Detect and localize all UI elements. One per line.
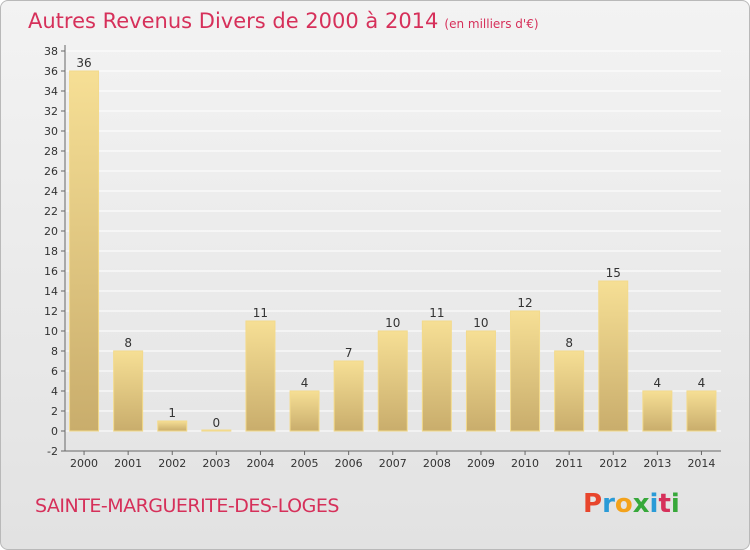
bar <box>289 390 320 432</box>
y-tick-label: 38 <box>44 45 58 58</box>
town-name: SAINTE-MARGUERITE-DES-LOGES <box>35 495 339 517</box>
y-tick-label: 4 <box>51 385 58 398</box>
logo-letter: i <box>649 489 659 519</box>
chart-title: Autres Revenus Divers de 2000 à 2014 (en … <box>28 9 539 33</box>
x-tick-label: 2005 <box>291 457 319 470</box>
bars <box>69 70 717 432</box>
x-tick-label: 2003 <box>202 457 230 470</box>
y-tick-label: 34 <box>44 85 58 98</box>
y-tick-label: 10 <box>44 325 58 338</box>
bar-value-label: 12 <box>517 296 532 310</box>
x-tick-label: 2010 <box>511 457 539 470</box>
bar <box>69 70 100 432</box>
y-tick-label: 6 <box>51 365 58 378</box>
bar <box>113 350 144 432</box>
bar-value-label: 1 <box>168 406 176 420</box>
y-tick-label: 12 <box>44 305 58 318</box>
y-tick-label: 14 <box>44 285 58 298</box>
x-tick-label: 2000 <box>70 457 98 470</box>
bar <box>421 320 452 432</box>
bar <box>554 350 585 432</box>
logo-letter: i <box>670 489 680 519</box>
bar <box>333 360 364 432</box>
bar-value-label: 0 <box>213 416 221 430</box>
y-tick-label: 8 <box>51 345 58 358</box>
bar-value-label: 4 <box>301 376 309 390</box>
x-tick-label: 2006 <box>335 457 363 470</box>
bar <box>245 320 276 432</box>
chart-unit: (en milliers d'€) <box>444 17 539 31</box>
bar <box>510 310 541 432</box>
bar <box>157 420 188 432</box>
x-tick-label: 2009 <box>467 457 495 470</box>
logo-letter: r <box>602 489 615 519</box>
bar-value-label: 10 <box>473 316 488 330</box>
bar-value-label: 11 <box>253 306 268 320</box>
bar <box>686 390 717 432</box>
bar-value-label: 11 <box>429 306 444 320</box>
y-tick-label: 0 <box>51 425 58 438</box>
bar-value-label: 10 <box>385 316 400 330</box>
bar-value-label: 15 <box>606 266 621 280</box>
bar <box>642 390 673 432</box>
logo-letter: x <box>632 489 650 519</box>
y-tick-label: 24 <box>44 185 58 198</box>
bar <box>201 429 232 432</box>
y-tick-label: 20 <box>44 225 58 238</box>
y-tick-label: 26 <box>44 165 58 178</box>
bar <box>598 280 629 432</box>
x-tick-label: 2014 <box>687 457 715 470</box>
bar-value-label: 8 <box>124 336 132 350</box>
x-tick-label: 2013 <box>643 457 671 470</box>
y-tick-label: 16 <box>44 265 58 278</box>
x-tick-label: 2004 <box>246 457 274 470</box>
bar-value-label: 36 <box>76 56 91 70</box>
bar-value-label: 8 <box>565 336 573 350</box>
y-tick-label: 30 <box>44 125 58 138</box>
y-tick-label: 32 <box>44 105 58 118</box>
y-tick-label: 18 <box>44 245 58 258</box>
bar-value-label: 4 <box>654 376 662 390</box>
x-tick-label: 2001 <box>114 457 142 470</box>
x-tick-label: 2011 <box>555 457 583 470</box>
bar-value-label: 7 <box>345 346 353 360</box>
x-tick-label: 2008 <box>423 457 451 470</box>
y-tick-label: -2 <box>47 445 58 458</box>
x-tick-label: 2002 <box>158 457 186 470</box>
y-tick-label: 22 <box>44 205 58 218</box>
x-tick-label: 2012 <box>599 457 627 470</box>
bar <box>465 330 496 432</box>
bar <box>377 330 408 432</box>
chart-title-text: Autres Revenus Divers de 2000 à 2014 <box>28 9 439 33</box>
y-tick-label: 36 <box>44 65 58 78</box>
y-tick-label: 28 <box>44 145 58 158</box>
logo-letter: t <box>658 489 671 519</box>
y-tick-label: 2 <box>51 405 58 418</box>
bar-value-label: 4 <box>698 376 706 390</box>
proxiti-logo: Proxiti <box>583 489 680 519</box>
x-tick-label: 2007 <box>379 457 407 470</box>
logo-letter: P <box>583 489 603 519</box>
logo-letter: o <box>614 489 633 519</box>
axes: -202468101214161820222426283032343638200… <box>44 45 721 470</box>
